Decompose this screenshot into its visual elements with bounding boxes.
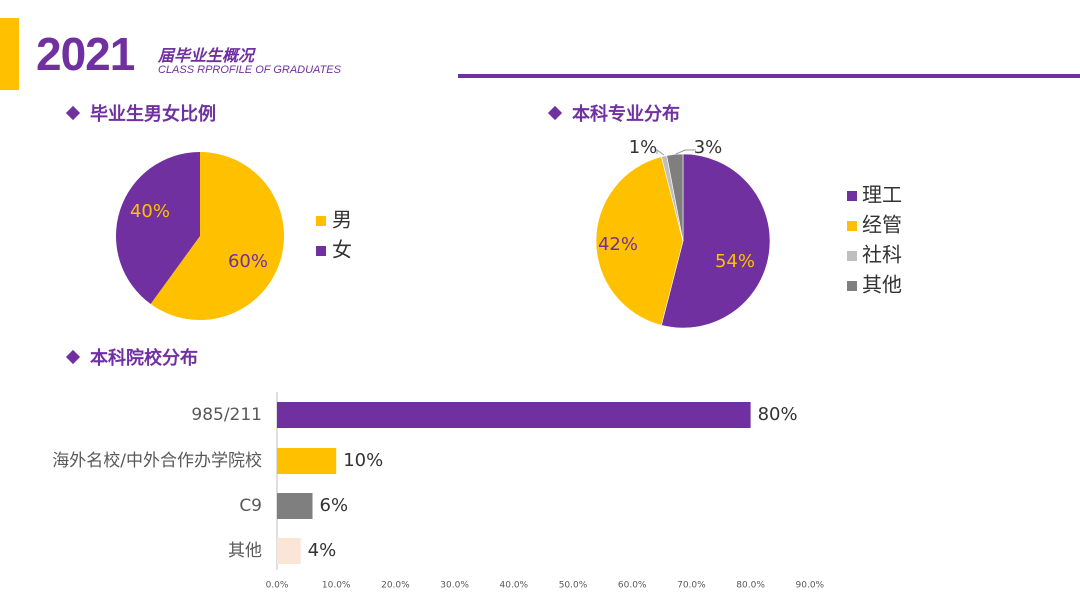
x-tick-label: 90.0%	[796, 581, 825, 591]
bar-data-label: 4%	[308, 540, 337, 561]
legend-label: 其他	[862, 273, 902, 297]
section-school-title: 本科院校分布	[90, 348, 198, 369]
x-tick-label: 50.0%	[559, 581, 588, 591]
legend-swatch	[847, 191, 857, 201]
pie-slice-4	[666, 153, 684, 242]
page-subtitle: CLASS RPROFILE OF GRADUATES	[158, 64, 341, 76]
bar-data-label: 6%	[320, 495, 349, 516]
x-tick-label: 60.0%	[618, 581, 647, 591]
page-title: 届毕业生概况	[158, 46, 255, 65]
legend-label: 经管	[862, 213, 902, 237]
category-label: 其他	[228, 541, 262, 561]
accent-bar	[0, 18, 19, 90]
pie-data-label: 1%	[629, 137, 658, 158]
section-gender-title: 毕业生男女比例	[90, 104, 216, 125]
header-divider	[458, 74, 1080, 78]
pie-data-label: 40%	[130, 201, 170, 222]
leader-line	[675, 149, 696, 155]
bar-data-label: 80%	[758, 404, 798, 425]
pie-slice-2	[595, 156, 684, 326]
x-tick-label: 30.0%	[440, 581, 469, 591]
pie-data-label: 3%	[694, 137, 723, 158]
x-tick-label: 0.0%	[266, 581, 289, 591]
x-tick-label: 10.0%	[322, 581, 351, 591]
pie-slice-1	[660, 153, 771, 329]
category-label: 海外名校/中外合作办学院校	[52, 451, 262, 471]
bar-2	[277, 448, 337, 474]
x-tick-label: 40.0%	[500, 581, 529, 591]
leader-line	[656, 149, 665, 156]
pie-data-label: 42%	[598, 234, 638, 255]
legend-label: 社科	[862, 243, 902, 267]
bar-1	[277, 402, 751, 428]
legend-swatch	[847, 221, 857, 231]
x-tick-label: 70.0%	[677, 581, 706, 591]
legend-swatch	[316, 246, 326, 256]
legend-label: 男	[332, 208, 352, 232]
x-tick-label: 20.0%	[381, 581, 410, 591]
pie-data-label: 54%	[715, 251, 755, 272]
bar-4	[277, 538, 301, 564]
category-label: 985/211	[191, 405, 262, 425]
pie-slice-1	[150, 152, 284, 320]
section-major: 本科专业分布	[546, 100, 680, 126]
bar-data-label: 10%	[343, 450, 383, 471]
pie-slice-2	[116, 152, 200, 304]
legend-label: 理工	[862, 183, 902, 207]
year-title: 2021	[36, 28, 135, 80]
legend-swatch	[847, 281, 857, 291]
section-school: 本科院校分布	[64, 344, 198, 370]
x-tick-label: 80.0%	[736, 581, 765, 591]
bar-3	[277, 493, 313, 519]
legend-swatch	[316, 216, 326, 226]
pie-data-label: 60%	[228, 251, 268, 272]
legend-swatch	[847, 251, 857, 261]
category-label: C9	[239, 496, 262, 516]
legend-label: 女	[332, 238, 352, 262]
section-major-title: 本科专业分布	[572, 104, 680, 125]
section-gender: 毕业生男女比例	[64, 100, 216, 126]
